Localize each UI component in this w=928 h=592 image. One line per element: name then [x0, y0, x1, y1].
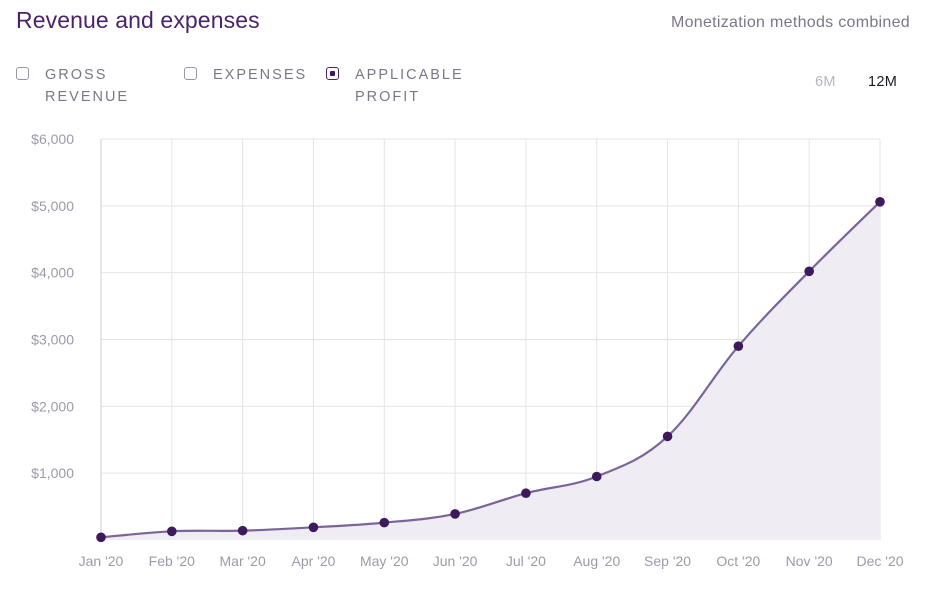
data-point [308, 522, 319, 533]
legend-label-line: APPLICABLE [355, 67, 464, 83]
legend-label-line: REVENUE [45, 89, 130, 105]
y-tick-label: $6,000 [31, 131, 74, 147]
x-tick-label: Apr '20 [291, 553, 335, 569]
y-tick-label: $3,000 [31, 332, 74, 348]
data-point [379, 517, 390, 528]
legend-item-expenses[interactable]: EXPENSES [184, 65, 307, 86]
x-tick-label: Feb '20 [149, 553, 195, 569]
data-point [591, 471, 602, 482]
x-tick-label: Aug '20 [573, 553, 620, 569]
data-point [521, 488, 531, 499]
data-point [96, 532, 106, 543]
legend-label-applicable-profit: APPLICABLE PROFIT [355, 64, 464, 108]
legend-label-line: GROSS [45, 67, 108, 83]
data-point [237, 525, 248, 536]
x-tick-label: Jan '20 [79, 553, 124, 569]
legend-item-applicable-profit[interactable]: APPLICABLE PROFIT [326, 65, 464, 108]
data-point [167, 526, 177, 537]
x-tick-label: Sep '20 [644, 553, 691, 569]
data-point [875, 197, 885, 207]
range-6m-button[interactable]: 6M [815, 74, 836, 90]
data-point [804, 266, 814, 277]
x-tick-label: Mar '20 [220, 553, 266, 569]
x-tick-label: Jul '20 [506, 553, 546, 569]
legend-label-line: PROFIT [355, 89, 421, 105]
data-point [450, 509, 460, 519]
y-tick-label: $5,000 [31, 198, 74, 214]
applicable-profit-checkbox[interactable] [326, 67, 339, 80]
range-12m-button[interactable]: 12M [868, 74, 898, 90]
y-tick-label: $4,000 [31, 265, 74, 281]
expenses-checkbox[interactable] [184, 67, 197, 80]
y-tick-label: $1,000 [31, 465, 74, 481]
legend-label-line: EXPENSES [213, 67, 308, 83]
x-tick-label: Oct '20 [716, 553, 760, 569]
chart-subtitle: Monetization methods combined [670, 14, 910, 31]
x-tick-label: Dec '20 [856, 553, 903, 569]
x-tick-label: Jun '20 [433, 553, 478, 569]
x-tick-label: Nov '20 [786, 553, 833, 569]
legend-item-gross-revenue[interactable]: GROSS REVENUE [16, 65, 129, 108]
profit-area-fill [101, 201, 880, 540]
data-point [662, 431, 673, 442]
gross-revenue-checkbox[interactable] [16, 67, 29, 80]
data-point [733, 341, 744, 351]
x-tick-label: May '20 [360, 553, 409, 569]
chart-title: Revenue and expenses [16, 7, 260, 33]
legend-label-gross-revenue: GROSS REVENUE [45, 64, 129, 108]
legend-label-expenses: EXPENSES [213, 64, 307, 86]
y-tick-label: $2,000 [31, 398, 74, 414]
